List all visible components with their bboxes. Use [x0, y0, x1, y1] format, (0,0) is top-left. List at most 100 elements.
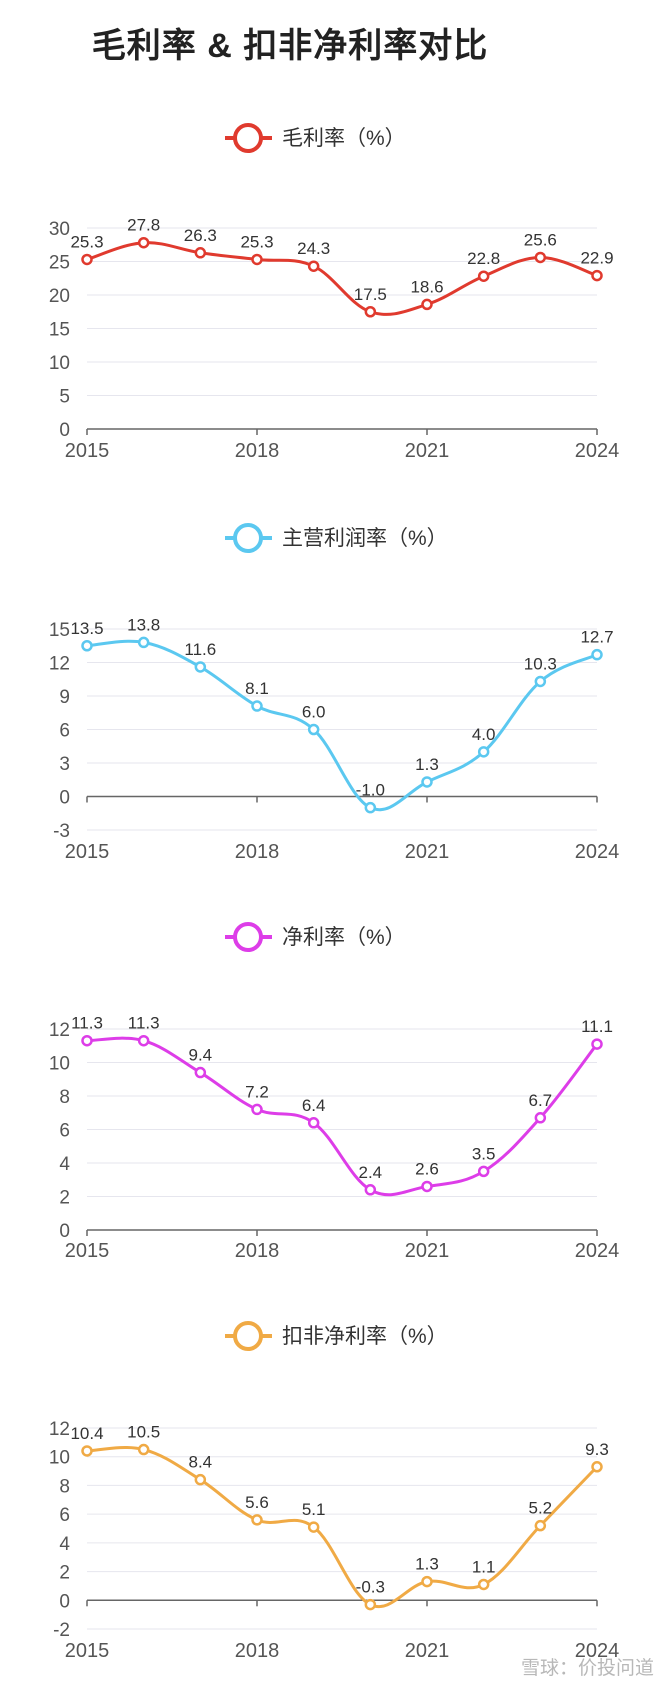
- x-tick-label: 2021: [405, 1240, 450, 1262]
- data-point[interactable]: [477, 270, 490, 282]
- y-tick-label: 10: [49, 1054, 70, 1075]
- data-point[interactable]: [137, 1443, 150, 1456]
- legend-marker: [233, 1321, 263, 1351]
- legend[interactable]: 扣非净利率（%）: [225, 1321, 448, 1351]
- data-label: 6.7: [529, 1091, 553, 1110]
- data-point[interactable]: [421, 1180, 433, 1193]
- data-point[interactable]: [307, 260, 320, 272]
- data-point[interactable]: [251, 1514, 263, 1526]
- data-point[interactable]: [534, 675, 547, 688]
- data-label: 1.3: [415, 755, 439, 774]
- data-point[interactable]: [137, 636, 150, 649]
- x-tick-label: 2015: [65, 440, 110, 462]
- x-tick-label: 2018: [235, 841, 280, 863]
- data-point[interactable]: [194, 1473, 207, 1486]
- data-label: 11.3: [71, 1014, 103, 1033]
- y-tick-label: 25: [49, 253, 70, 274]
- data-label: 25.6: [524, 230, 557, 249]
- series-line: [86, 241, 598, 316]
- data-point[interactable]: [477, 1578, 490, 1591]
- y-tick-label: 8: [59, 1476, 70, 1497]
- data-label: 11.1: [581, 1017, 613, 1036]
- y-tick-label: 6: [59, 1505, 70, 1526]
- y-tick-label: 15: [49, 320, 70, 341]
- y-tick-label: 0: [59, 1591, 70, 1612]
- data-point[interactable]: [194, 247, 207, 259]
- legend[interactable]: 毛利率（%）: [225, 123, 406, 153]
- data-point[interactable]: [251, 253, 263, 266]
- legend[interactable]: 净利率（%）: [225, 922, 406, 952]
- chart-panel-2: 主营利润率（%） -3 0 3 6 9 12 15 2015 2018 2021 2024 13.5 13…: [49, 523, 620, 863]
- y-tick-label: 12: [49, 1419, 70, 1440]
- y-tick-label: -3: [53, 821, 70, 842]
- data-point[interactable]: [477, 746, 490, 758]
- data-point[interactable]: [421, 298, 433, 311]
- data-label: 6.0: [302, 703, 326, 722]
- x-tick-label: 2024: [575, 1640, 620, 1662]
- data-label: 8.4: [189, 1453, 213, 1472]
- legend[interactable]: 主营利润率（%）: [225, 523, 448, 553]
- data-point[interactable]: [307, 1117, 320, 1129]
- data-point[interactable]: [251, 1103, 263, 1116]
- data-label: 5.6: [245, 1493, 269, 1512]
- y-tick-label: 6: [59, 721, 70, 742]
- data-label: 6.4: [302, 1096, 326, 1115]
- y-tick-label: 4: [59, 1154, 70, 1175]
- data-label: 10.3: [524, 654, 557, 673]
- series-line: [86, 1036, 599, 1197]
- data-point[interactable]: [81, 1445, 93, 1457]
- data-point[interactable]: [307, 723, 320, 736]
- data-point[interactable]: [534, 1519, 547, 1532]
- y-tick-label: 12: [49, 654, 70, 675]
- series-line: [86, 1446, 599, 1609]
- chart-panel-1: 毛利率（%） 0 5 10 15 20 25 30 2015 2018 2021 2024 25.3 27…: [49, 123, 619, 462]
- data-point[interactable]: [421, 776, 433, 788]
- y-tick-label: 8: [59, 1087, 70, 1108]
- data-point[interactable]: [591, 269, 603, 282]
- data-point[interactable]: [534, 1112, 547, 1124]
- data-label: 9.3: [585, 1440, 609, 1459]
- data-point[interactable]: [364, 1598, 377, 1611]
- data-point[interactable]: [81, 640, 93, 652]
- data-point[interactable]: [194, 661, 207, 673]
- data-label: 1.3: [415, 1555, 439, 1574]
- y-tick-label: 5: [59, 387, 70, 408]
- x-tick-label: 2024: [575, 1240, 620, 1262]
- data-label: 27.8: [127, 216, 160, 235]
- data-point[interactable]: [421, 1575, 433, 1588]
- data-label: 11.3: [128, 1014, 160, 1033]
- data-point[interactable]: [81, 253, 93, 266]
- data-point[interactable]: [137, 236, 150, 249]
- data-point[interactable]: [307, 1521, 320, 1533]
- x-tick-label: 2015: [65, 1640, 110, 1662]
- data-point[interactable]: [81, 1034, 93, 1047]
- x-tick-label: 2021: [405, 1640, 450, 1662]
- data-point[interactable]: [137, 1034, 150, 1047]
- data-point[interactable]: [364, 306, 377, 318]
- watermark-text: 雪球：价投问道: [520, 1658, 654, 1679]
- data-point[interactable]: [194, 1066, 207, 1079]
- y-tick-label: 30: [49, 219, 70, 240]
- data-label: 7.2: [245, 1082, 269, 1101]
- y-tick-label: -2: [53, 1620, 70, 1641]
- data-label: 13.5: [70, 619, 103, 638]
- data-label: 10.4: [70, 1424, 103, 1443]
- data-label: 25.3: [70, 232, 103, 251]
- x-tick-label: 2015: [65, 1240, 110, 1262]
- data-label: 17.5: [354, 285, 387, 304]
- data-point[interactable]: [477, 1165, 490, 1178]
- data-point[interactable]: [591, 648, 603, 661]
- data-label: -1.0: [356, 781, 385, 800]
- data-point[interactable]: [591, 1461, 603, 1473]
- data-label: 22.8: [467, 249, 500, 268]
- data-point[interactable]: [534, 251, 547, 264]
- y-tick-label: 10: [49, 353, 70, 374]
- y-tick-label: 0: [59, 420, 70, 441]
- legend-marker: [233, 123, 263, 153]
- data-point[interactable]: [364, 801, 377, 814]
- data-point[interactable]: [251, 700, 263, 712]
- data-point[interactable]: [591, 1038, 603, 1050]
- data-point[interactable]: [364, 1184, 377, 1196]
- x-tick-label: 2024: [575, 841, 620, 863]
